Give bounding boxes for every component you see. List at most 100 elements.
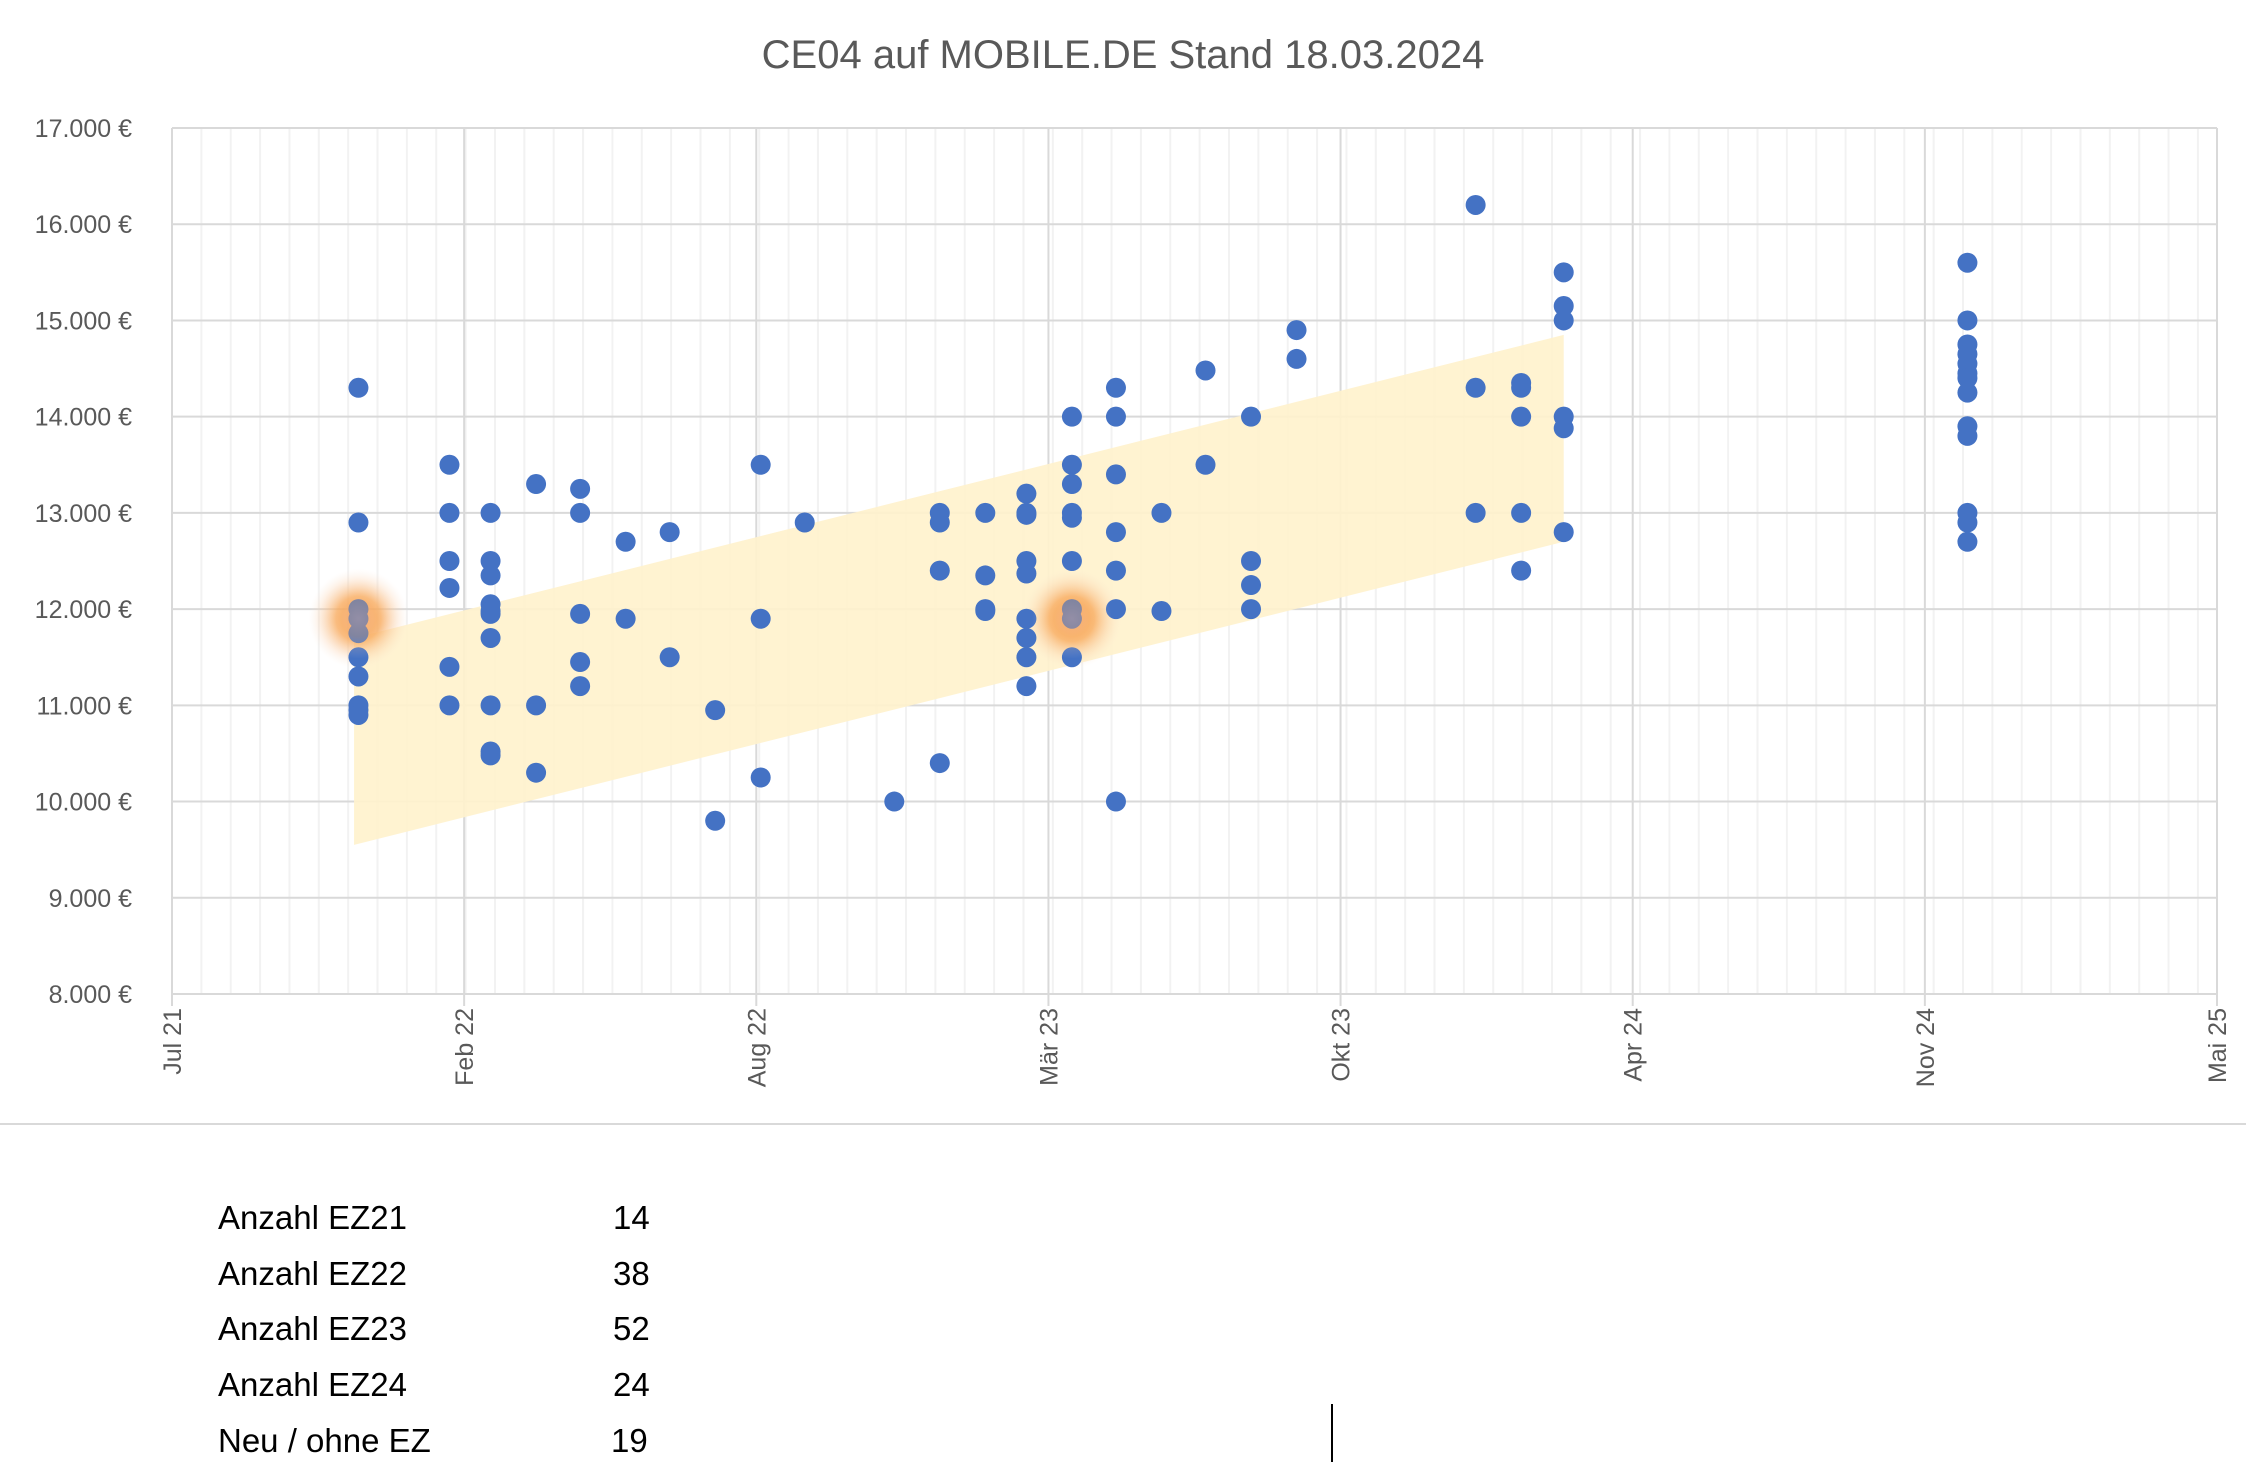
data-point <box>570 603 591 624</box>
data-point <box>1511 377 1532 398</box>
data-point <box>1511 406 1532 427</box>
data-point <box>975 502 996 523</box>
data-point <box>1016 627 1037 648</box>
data-point <box>884 791 905 812</box>
data-point <box>1105 406 1126 427</box>
data-point <box>1511 560 1532 581</box>
data-point <box>348 377 369 398</box>
data-point <box>1016 647 1037 668</box>
stats-label: Anzahl EZ22 <box>218 1254 407 1292</box>
data-point <box>439 577 460 598</box>
stats-label: Anzahl EZ24 <box>218 1365 407 1403</box>
data-point <box>1241 575 1262 596</box>
data-point <box>659 522 680 543</box>
data-point <box>1105 377 1126 398</box>
x-tick-label: Okt 23 <box>1328 1008 1356 1082</box>
data-point <box>929 560 950 581</box>
data-point <box>1061 551 1082 571</box>
y-tick-label: 8.000 € <box>49 981 133 1009</box>
chart-title: CE04 auf MOBILE.DE Stand 18.03.2024 <box>762 33 1485 77</box>
data-point <box>480 502 501 523</box>
y-tick-label: 12.000 € <box>35 596 132 624</box>
data-point <box>1241 406 1262 427</box>
data-point <box>526 474 547 495</box>
data-point <box>1957 252 1978 273</box>
data-point <box>929 512 950 533</box>
data-point <box>1286 320 1307 341</box>
data-point <box>1957 382 1978 403</box>
data-point <box>480 627 501 648</box>
trend-band <box>354 334 1564 845</box>
data-point <box>1553 418 1574 439</box>
data-point <box>439 454 460 475</box>
x-tick-label: Aug 22 <box>743 1008 771 1087</box>
highlight-glow-overlay <box>318 578 399 659</box>
x-tick-label: Apr 24 <box>1620 1008 1648 1082</box>
data-point <box>1553 522 1574 543</box>
data-point <box>1016 676 1037 697</box>
y-tick-label: 11.000 € <box>37 692 133 720</box>
text-cursor <box>1331 1404 1333 1462</box>
stats-table: Anzahl EZ21 14 Anzahl EZ22 38 Anzahl EZ23 5… <box>218 1190 650 1468</box>
chart-bottom-border <box>0 1123 2246 1125</box>
stats-row: Anzahl EZ22 38 <box>218 1246 650 1302</box>
stats-row: Anzahl EZ23 52 <box>218 1301 650 1357</box>
data-point <box>1105 464 1126 485</box>
stats-label: Neu / ohne EZ <box>218 1421 431 1459</box>
stats-value: 52 <box>613 1310 650 1348</box>
y-tick-label: 15.000 € <box>35 307 132 335</box>
data-point <box>570 676 591 697</box>
data-point <box>794 512 815 533</box>
data-point <box>1195 360 1216 381</box>
data-point <box>1016 563 1037 584</box>
data-point <box>1061 454 1082 475</box>
y-tick-label: 14.000 € <box>35 404 132 432</box>
data-point <box>570 652 591 673</box>
stats-label: Anzahl EZ23 <box>218 1310 407 1348</box>
data-point <box>526 695 547 716</box>
stats-row: Anzahl EZ24 24 <box>218 1357 650 1413</box>
data-point <box>750 454 771 475</box>
data-point <box>1195 454 1216 475</box>
data-point <box>1061 507 1082 528</box>
data-point <box>1016 483 1037 504</box>
data-point <box>1957 368 1978 389</box>
data-point <box>659 647 680 668</box>
data-point <box>1016 608 1037 629</box>
data-point <box>975 565 996 586</box>
data-point <box>1286 348 1307 369</box>
data-point <box>1105 791 1126 812</box>
scatter-chart: CE04 auf MOBILE.DE Stand 18.03.2024 8.00… <box>35 33 2232 1087</box>
x-tick-label: Jul 21 <box>159 1008 187 1075</box>
stats-row: Neu / ohne EZ 19 <box>218 1413 650 1469</box>
data-point <box>1241 551 1262 571</box>
data-point <box>1465 502 1486 523</box>
data-point <box>750 608 771 629</box>
data-point <box>615 608 636 629</box>
data-point <box>705 810 726 831</box>
data-point <box>705 700 726 721</box>
y-tick-label: 13.000 € <box>35 500 132 528</box>
data-point <box>480 603 501 624</box>
stats-label: Anzahl EZ21 <box>218 1198 407 1236</box>
data-point <box>929 753 950 774</box>
y-tick-label: 17.000 € <box>35 115 132 143</box>
data-point <box>348 666 369 687</box>
stats-value: 38 <box>613 1254 650 1292</box>
data-point <box>1553 262 1574 283</box>
y-tick-label: 9.000 € <box>49 885 133 913</box>
data-point <box>975 601 996 622</box>
data-point <box>1151 601 1172 622</box>
data-point <box>526 762 547 783</box>
data-point <box>439 551 460 571</box>
stats-value: 24 <box>613 1365 650 1403</box>
data-point <box>1957 425 1978 446</box>
data-point <box>1151 502 1172 523</box>
data-point <box>1465 194 1486 215</box>
data-point <box>480 551 501 571</box>
data-point <box>1105 522 1126 543</box>
data-point <box>439 656 460 677</box>
data-point <box>615 531 636 552</box>
data-point <box>1105 560 1126 581</box>
data-point <box>570 502 591 523</box>
